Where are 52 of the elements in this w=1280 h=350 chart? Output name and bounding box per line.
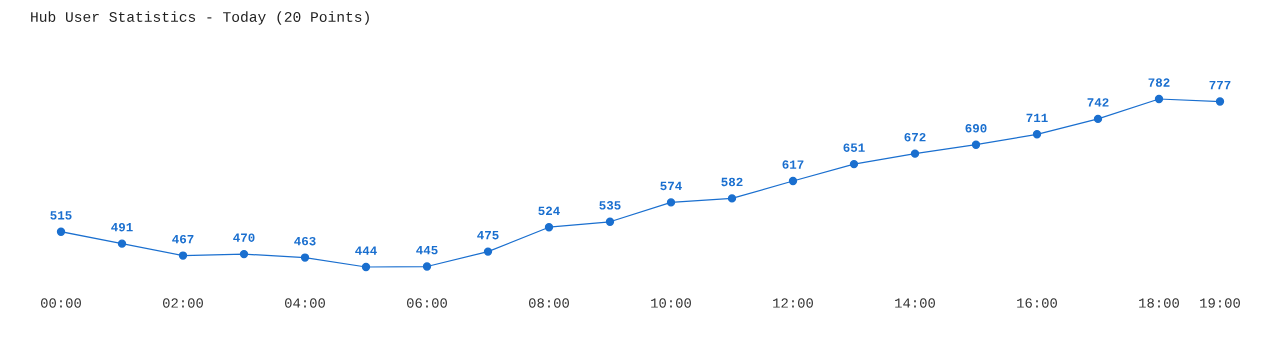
point bbox=[1093, 114, 1103, 124]
point bbox=[727, 194, 737, 203]
x-tick-label: 12:00 bbox=[773, 298, 813, 308]
point bbox=[849, 159, 859, 169]
point bbox=[1154, 94, 1164, 104]
point bbox=[56, 227, 66, 236]
point bbox=[971, 140, 981, 149]
x-tick-label: 18:00 bbox=[1139, 298, 1179, 308]
x-tick-label: 00:00 bbox=[41, 298, 81, 308]
x-tick-label: 04:00 bbox=[285, 298, 325, 308]
x-tick-label: 08:00 bbox=[529, 298, 569, 308]
data-label: 651 bbox=[843, 143, 865, 152]
data-label: 711 bbox=[1026, 113, 1048, 122]
point bbox=[788, 176, 798, 186]
data-label: 463 bbox=[294, 236, 316, 246]
data-label: 444 bbox=[355, 246, 377, 255]
data-label: 524 bbox=[538, 206, 560, 216]
point bbox=[910, 149, 920, 158]
data-label: 515 bbox=[50, 211, 72, 220]
data-label: 475 bbox=[477, 231, 499, 240]
point bbox=[666, 198, 676, 207]
data-label: 782 bbox=[1148, 78, 1170, 87]
point bbox=[483, 247, 493, 256]
data-label: 470 bbox=[233, 233, 255, 242]
x-tick-label: 02:00 bbox=[163, 298, 203, 308]
data-label: 574 bbox=[660, 181, 682, 191]
x-tick-label: 14:00 bbox=[895, 298, 935, 308]
point bbox=[178, 251, 188, 260]
x-tick-label: 19:00 bbox=[1200, 298, 1240, 308]
data-label: 445 bbox=[416, 245, 438, 255]
point bbox=[361, 262, 371, 272]
data-label: 742 bbox=[1087, 98, 1109, 107]
data-label: 582 bbox=[721, 177, 743, 187]
data-label: 467 bbox=[172, 234, 194, 244]
data-label: 535 bbox=[599, 201, 621, 210]
data-label: 777 bbox=[1209, 80, 1231, 90]
chart-title: Hub User Statistics - Today (20 Points) bbox=[31, 11, 369, 25]
data-label: 690 bbox=[965, 124, 987, 133]
data-label: 617 bbox=[782, 160, 804, 169]
point bbox=[117, 239, 127, 248]
data-label: 672 bbox=[904, 133, 926, 142]
x-tick-label: 10:00 bbox=[651, 298, 691, 308]
point bbox=[300, 253, 310, 262]
point bbox=[422, 262, 432, 271]
data-label: 491 bbox=[111, 222, 133, 232]
point bbox=[239, 249, 249, 259]
point bbox=[1215, 97, 1225, 106]
point bbox=[1032, 130, 1042, 139]
point bbox=[605, 217, 615, 226]
point bbox=[544, 223, 554, 232]
x-tick-label: 16:00 bbox=[1017, 298, 1057, 308]
x-tick-label: 06:00 bbox=[407, 298, 447, 308]
